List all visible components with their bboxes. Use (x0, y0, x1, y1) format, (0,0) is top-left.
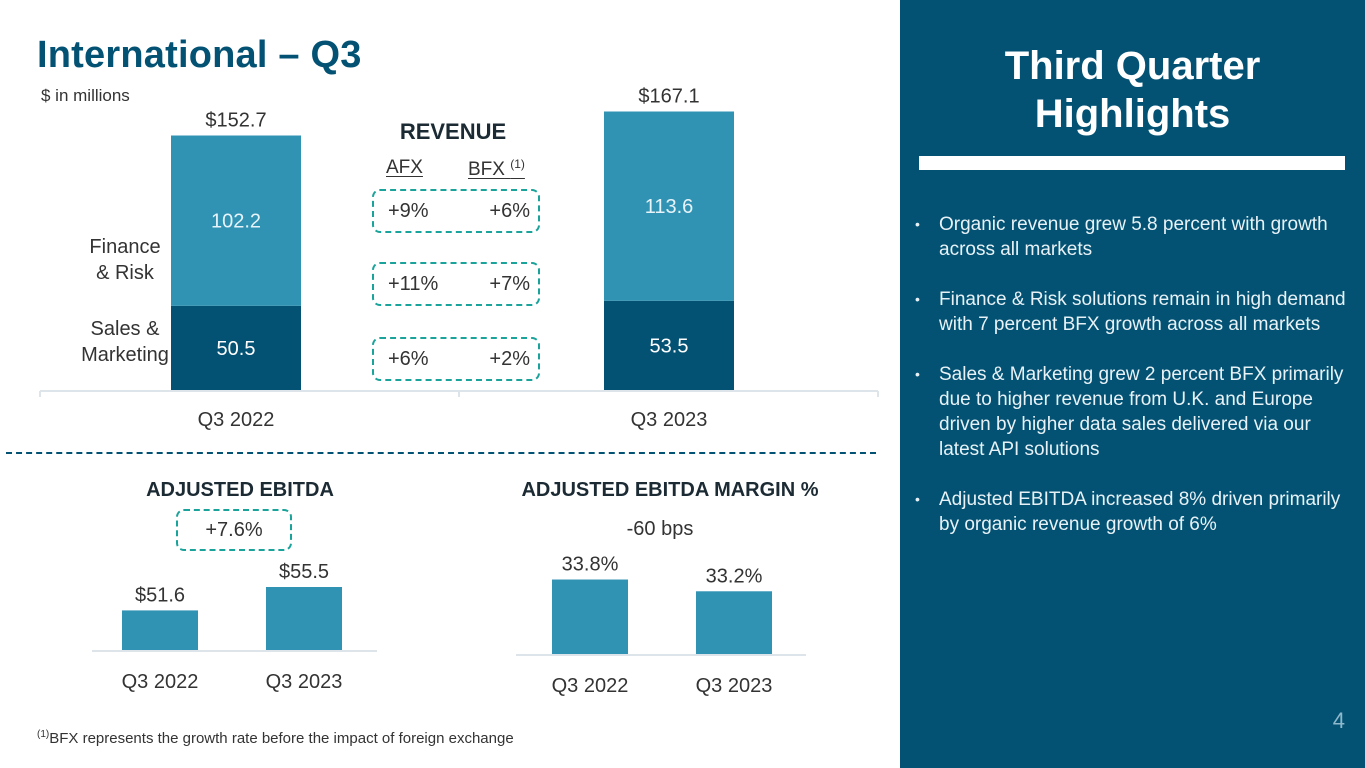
revenue-bar-sales-marketing (604, 300, 734, 390)
growth-bfx-finance-risk: +7% (489, 272, 530, 295)
growth-box-total: +9% +6% (372, 189, 540, 233)
margin-bar (552, 579, 628, 654)
revenue-category-label: Q3 2022 (198, 409, 275, 431)
revenue-heading: REVENUE (399, 119, 507, 144)
ebitda-heading: ADJUSTED EBITDA (146, 479, 334, 501)
growth-afx-total: +9% (388, 199, 429, 222)
highlight-text: Finance & Risk solutions remain in high … (939, 289, 1346, 335)
margin-change: -60 bps (626, 518, 694, 540)
bfx-footnote-marker: (1) (510, 157, 525, 171)
margin-value-label: 33.8% (562, 554, 619, 576)
afx-column-label: AFX (386, 157, 423, 178)
segment-label-finance-risk: Finance & Risk (70, 234, 180, 286)
ebitda-value-label: $51.6 (135, 584, 185, 606)
page-title: International – Q3 (37, 34, 362, 76)
revenue-segment-value-label: 113.6 (645, 196, 694, 218)
margin-heading: ADJUSTED EBITDA MARGIN % (521, 479, 819, 501)
ebitda-value-label: $55.5 (279, 561, 329, 583)
bullet-icon: • (915, 491, 920, 507)
highlight-item: • Sales & Marketing grew 2 percent BFX pr… (915, 362, 1355, 462)
bullet-icon: • (915, 291, 920, 307)
footnote-marker: (1) (37, 729, 50, 740)
segment-label-line: Marketing (81, 344, 169, 366)
revenue-total-label: $152.7 (205, 110, 266, 132)
highlights-title-line-1: Third Quarter (1004, 44, 1261, 88)
highlight-item: • Organic revenue grew 5.8 percent with g… (915, 212, 1355, 262)
highlights-title: Third Quarter Highlights (900, 42, 1365, 138)
ebitda-charts: $51.6 Q3 2022 $55.5 Q3 2023 33.8% Q3 2022 33.… (92, 554, 806, 697)
growth-bfx-total: +6% (489, 199, 530, 222)
growth-box-finance-risk: +11% +7% (372, 262, 540, 306)
highlight-text: Sales & Marketing grew 2 percent BFX pri… (939, 364, 1344, 460)
segment-label-line: Finance (89, 236, 161, 258)
bullet-icon: • (915, 216, 920, 232)
margin-value-label: 33.2% (706, 565, 763, 587)
highlight-item: • Adjusted EBITDA increased 8% driven pri… (915, 487, 1355, 537)
highlights-rule (919, 156, 1345, 170)
units-subtitle: $ in millions (41, 86, 130, 105)
revenue-total-label: $167.1 (638, 86, 699, 108)
segment-label-sales-marketing: Sales & Marketing (68, 316, 182, 368)
margin-category-label: Q3 2022 (552, 675, 629, 697)
growth-afx-sales-marketing: +6% (388, 347, 429, 370)
margin-category-label: Q3 2023 (696, 675, 773, 697)
ebitda-change: +7.6% (205, 518, 263, 541)
ebitda-bar (266, 587, 342, 650)
highlight-text: Organic revenue grew 5.8 percent with gr… (939, 214, 1328, 260)
footnote: (1)BFX represents the growth rate before… (37, 729, 514, 747)
section-divider (6, 452, 876, 454)
ebitda-category-label: Q3 2022 (122, 671, 199, 693)
highlight-text: Adjusted EBITDA increased 8% driven prim… (939, 489, 1341, 535)
margin-bar (696, 591, 772, 654)
revenue-segment-value-label: 53.5 (650, 335, 689, 357)
highlights-panel (900, 0, 1365, 768)
highlights-title-line-2: Highlights (1034, 92, 1231, 136)
revenue-bar-finance-risk (171, 135, 301, 306)
segment-label-line: Sales & (90, 318, 160, 340)
bullet-icon: • (915, 366, 920, 382)
highlight-item: • Finance & Risk solutions remain in high… (915, 287, 1355, 337)
bfx-column-label: BFX (1) (468, 157, 525, 181)
growth-box-sales-marketing: +6% +2% (372, 337, 540, 381)
bfx-label-text: BFX (468, 159, 505, 180)
growth-bfx-sales-marketing: +2% (489, 347, 530, 370)
ebitda-bar (122, 610, 198, 650)
ebitda-category-label: Q3 2023 (266, 671, 343, 693)
ebitda-change-box: +7.6% (176, 509, 292, 551)
revenue-bar-finance-risk (604, 111, 734, 301)
revenue-bar-sales-marketing (171, 305, 301, 390)
highlights-list: • Organic revenue grew 5.8 percent with g… (915, 212, 1355, 562)
growth-afx-finance-risk: +11% (388, 272, 439, 295)
segment-label-line: & Risk (96, 262, 154, 284)
footnote-text: BFX represents the growth rate before th… (49, 730, 514, 747)
revenue-segment-value-label: 50.5 (217, 338, 256, 360)
revenue-segment-value-label: 102.2 (211, 211, 261, 233)
revenue-chart: 50.5 102.2 $152.7 Q3 2022 53.5 113.6 $167.1 Q3 … (39, 86, 879, 431)
revenue-category-label: Q3 2023 (631, 409, 708, 431)
page-number: 4 (1332, 708, 1345, 733)
